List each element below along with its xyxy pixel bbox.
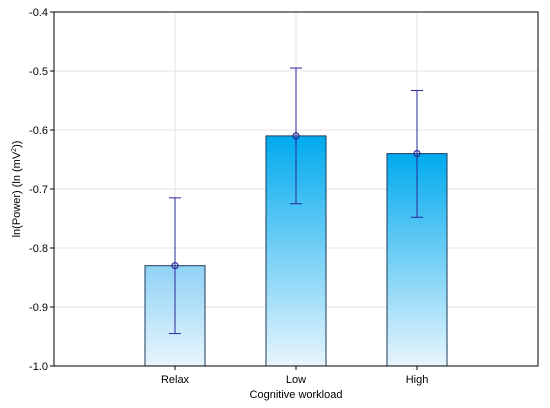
x-tick-label: Low: [286, 374, 306, 386]
y-tick-label: -1.0: [29, 361, 48, 373]
x-axis-ticks: Relax Low High: [161, 366, 428, 386]
y-axis-label-end: )): [11, 141, 23, 148]
y-tick-label: -0.9: [29, 302, 48, 314]
y-tick-label: -0.7: [29, 184, 48, 196]
y-axis-label-superscript: 2: [11, 148, 18, 152]
x-axis-label: Cognitive workload: [250, 389, 343, 401]
y-tick-label: -0.4: [29, 7, 48, 19]
y-tick-label: -0.8: [29, 243, 48, 255]
mean-marker: [413, 150, 421, 158]
y-tick-label: -0.6: [29, 125, 48, 137]
mean-marker: [171, 262, 179, 270]
error-bars-layer: [169, 67, 423, 335]
y-axis-label: ln(Power) (ln (mV2)): [11, 141, 23, 238]
x-tick-label: Relax: [161, 374, 190, 386]
y-axis-label-main: ln(Power) (ln (mV: [11, 151, 23, 237]
mean-marker: [292, 132, 300, 140]
y-tick-label: -0.5: [29, 66, 48, 78]
x-tick-label: High: [406, 374, 429, 386]
y-axis-ticks: -0.4 -0.5 -0.6 -0.7 -0.8 -0.9 -1.0: [29, 7, 54, 373]
